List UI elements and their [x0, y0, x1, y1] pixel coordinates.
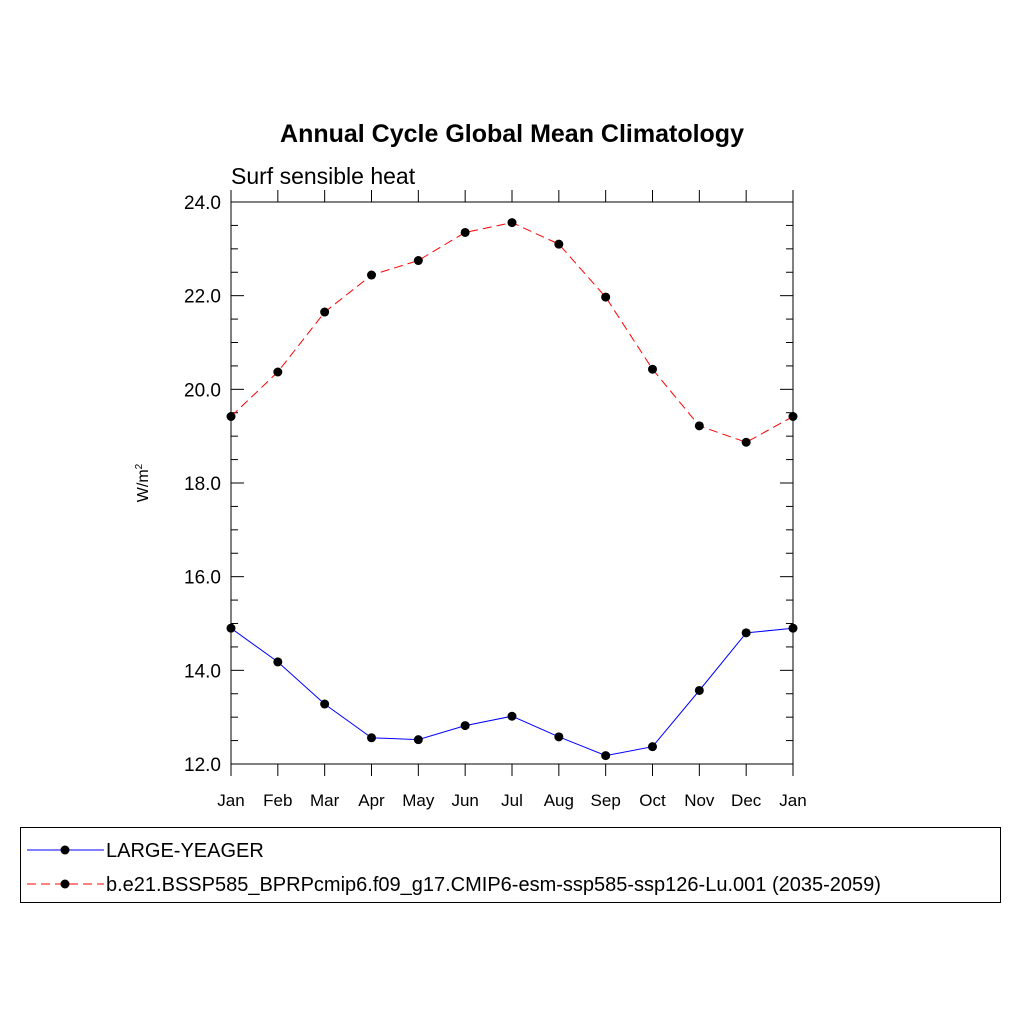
y-tick-label: 20.0 [184, 380, 221, 401]
series-2-point [367, 270, 376, 280]
series-line-2 [230, 222, 794, 443]
series-1-point [273, 657, 283, 667]
y-tick-label: 16.0 [184, 568, 221, 589]
series-2-point [741, 437, 751, 447]
x-tick-label: Jul [501, 791, 523, 810]
series-1-point [507, 711, 517, 721]
series-2-point [460, 227, 470, 237]
x-tick-label: Dec [731, 791, 762, 810]
y-tick-label: 12.0 [184, 755, 221, 776]
y-tick-label: 22.0 [184, 287, 221, 308]
x-tick-label: Jun [451, 791, 478, 810]
legend: LARGE-YEAGER b.e21.BSSP585_BPRPcmip6.f09_… [27, 840, 881, 896]
x-tick-label: Feb [263, 791, 292, 810]
y-axis-label-superscript: 2 [134, 463, 145, 469]
chart-subtitle: Surf sensible heat [231, 163, 416, 189]
series-2-point [320, 307, 330, 317]
x-tick-label: Jan [779, 791, 806, 810]
x-tick-label: Mar [310, 791, 340, 810]
legend-marker-1 [60, 845, 70, 855]
tick-marks [230, 190, 794, 776]
y-tick-label: 18.0 [184, 474, 221, 495]
series-2-point [601, 292, 611, 302]
series-2-point [694, 421, 704, 431]
data-series [226, 218, 798, 761]
series-2-point [507, 218, 517, 228]
x-tick-label: Apr [358, 791, 385, 810]
series-line-1 [230, 627, 794, 757]
x-tick-label: Nov [684, 791, 715, 810]
legend-box [20, 827, 1001, 903]
series-1-point [460, 721, 470, 731]
x-tick-label: May [402, 791, 435, 810]
x-tick-label: Aug [544, 791, 574, 810]
x-tick-label: Sep [591, 791, 621, 810]
x-tick-label: Oct [639, 791, 666, 810]
series-1-point [367, 733, 376, 743]
legend-label-2: b.e21.BSSP585_BPRPcmip6.f09_g17.CMIP6-es… [106, 874, 881, 896]
plot-frame [230, 201, 794, 765]
legend-label-1: LARGE-YEAGER [106, 840, 264, 862]
series-1-point [320, 699, 330, 709]
legend-marker-2 [60, 879, 70, 889]
y-tick-label: 14.0 [184, 661, 221, 682]
series-1-point [601, 751, 611, 761]
series-2-point [273, 367, 283, 377]
series-1-point [413, 735, 423, 745]
y-axis-label: W/m2 [134, 463, 152, 502]
x-tick-label: Jan [217, 791, 244, 810]
series-2-point [554, 239, 564, 249]
axis-labels: 12.0 14.0 16.0 18.0 20.0 22.0 24.0 Jan Feb Mar Apr… [184, 193, 807, 810]
series-1-point [741, 628, 751, 638]
series-2-point [413, 256, 423, 266]
series-2-point [648, 364, 657, 374]
chart-title: Annual Cycle Global Mean Climatology [280, 120, 744, 148]
series-1-point [694, 685, 704, 695]
y-tick-label: 24.0 [184, 193, 221, 214]
series-1-point [648, 742, 657, 752]
series-1-point [554, 732, 564, 742]
